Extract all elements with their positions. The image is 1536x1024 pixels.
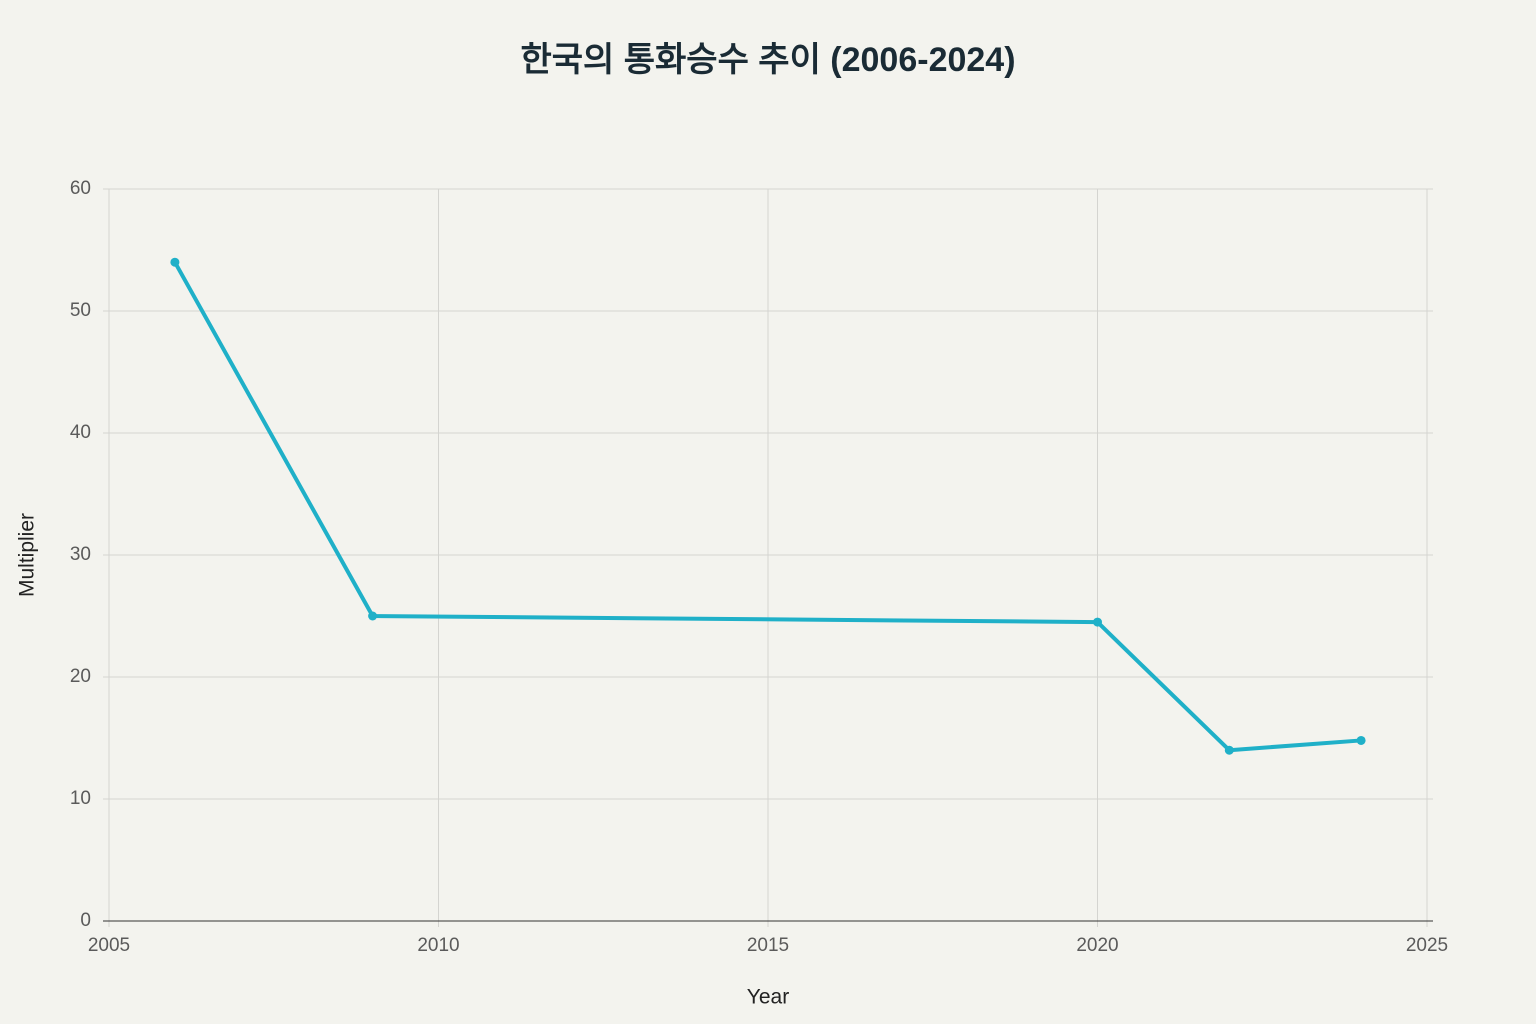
data-point xyxy=(1356,735,1366,745)
chart-title: 한국의 통화승수 추이 (2006-2024) xyxy=(520,41,1015,79)
data-point xyxy=(170,257,180,267)
y-tick-label: 20 xyxy=(70,666,91,687)
x-tick-label: 2015 xyxy=(747,935,789,956)
y-tick-label: 0 xyxy=(80,910,91,931)
data-point xyxy=(368,611,378,621)
y-tick-label: 60 xyxy=(70,178,91,199)
x-tick-label: 2020 xyxy=(1076,935,1118,956)
x-axis-label: Year xyxy=(747,986,789,1009)
x-tick-label: 2025 xyxy=(1406,935,1448,956)
y-axis-label: Multiplier xyxy=(16,513,39,597)
x-tick-label: 2010 xyxy=(417,935,459,956)
y-tick-label: 10 xyxy=(70,788,91,809)
y-tick-label: 40 xyxy=(70,422,91,443)
data-point xyxy=(1224,745,1234,755)
data-point xyxy=(1093,617,1102,627)
x-tick-label: 2005 xyxy=(88,935,130,956)
y-tick-label: 30 xyxy=(70,544,91,565)
y-tick-label: 50 xyxy=(70,300,91,321)
